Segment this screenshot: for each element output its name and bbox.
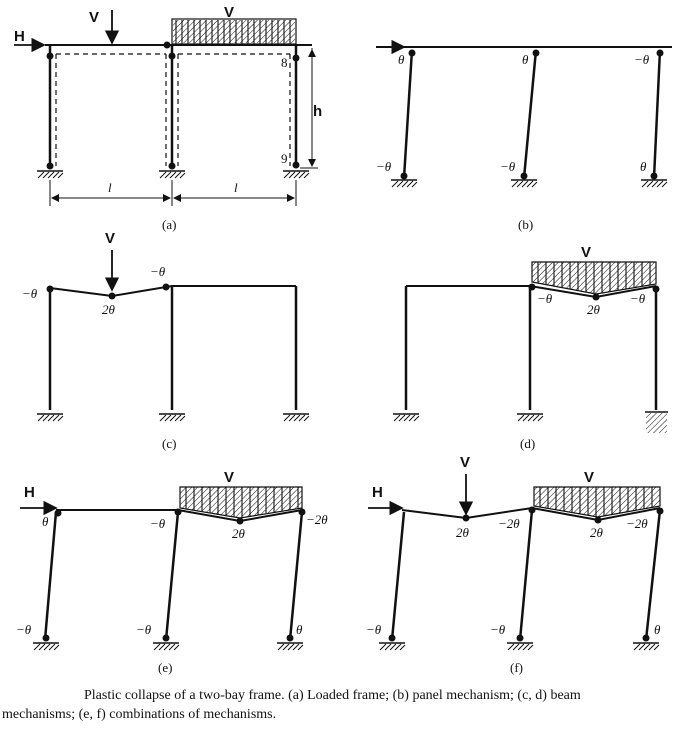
rot-label: 2θ bbox=[102, 302, 116, 317]
rot-label: −θ bbox=[537, 291, 553, 306]
rot-label: θ bbox=[296, 622, 303, 637]
rot-label: 2θ bbox=[590, 525, 604, 540]
rot-label: 2θ bbox=[232, 526, 246, 541]
panel-a-label: (a) bbox=[162, 217, 176, 232]
height-dim-label: h bbox=[313, 103, 322, 120]
rot-label: −θ bbox=[634, 52, 650, 67]
rot-label: 2θ bbox=[456, 525, 470, 540]
h-load-label: H bbox=[372, 484, 383, 501]
panel-c-label: (c) bbox=[162, 436, 176, 451]
rot-label: −2θ bbox=[626, 516, 648, 531]
rot-label: −θ bbox=[150, 516, 166, 531]
rot-label: −θ bbox=[16, 622, 32, 637]
v-udl-label: V bbox=[224, 469, 234, 486]
hinge-9-label: 9 bbox=[281, 151, 288, 166]
h-load-label: H bbox=[14, 28, 25, 45]
panel-f: H V V 2θ −2θ 2θ −2θ −θ −θ θ (f) bbox=[366, 454, 664, 675]
rot-label: −θ bbox=[630, 291, 646, 306]
rot-label: −θ bbox=[366, 622, 382, 637]
figure-caption: Plastic collapse of a two-bay frame. (a)… bbox=[0, 686, 695, 724]
rot-label: −θ bbox=[490, 622, 506, 637]
v-udl-label: V bbox=[224, 4, 234, 21]
v-point-load-label: V bbox=[105, 230, 115, 247]
v-point-load-label: V bbox=[89, 9, 99, 26]
v-point-load-label: V bbox=[460, 454, 470, 471]
h-load-label: H bbox=[24, 484, 35, 501]
panel-d-label: (d) bbox=[520, 436, 535, 451]
rot-label: θ bbox=[654, 622, 661, 637]
rot-label: −θ bbox=[500, 159, 516, 174]
rot-label: −θ bbox=[136, 622, 152, 637]
panel-a: H V V 8 9 h l l (a) bbox=[14, 4, 322, 232]
rot-label: −2θ bbox=[306, 512, 328, 527]
span-2-label: l bbox=[234, 180, 238, 195]
rot-label: −θ bbox=[150, 264, 166, 279]
rot-label: −θ bbox=[376, 159, 392, 174]
rot-label: θ bbox=[640, 159, 647, 174]
rot-label: 2θ bbox=[587, 302, 601, 317]
panel-e-label: (e) bbox=[158, 660, 172, 675]
rot-label: −2θ bbox=[498, 516, 520, 531]
caption-line-2: mechanisms; (e, f) combinations of mecha… bbox=[2, 707, 277, 722]
rot-label: θ bbox=[398, 52, 405, 67]
v-udl-label: V bbox=[584, 469, 594, 486]
panel-e: H V θ −θ 2θ −2θ −θ −θ θ (e) bbox=[16, 469, 328, 675]
panel-f-label: (f) bbox=[510, 660, 523, 675]
panel-b-label: (b) bbox=[518, 217, 533, 232]
span-1-label: l bbox=[108, 180, 112, 195]
panel-b: θ θ −θ −θ −θ θ (b) bbox=[376, 39, 672, 232]
two-bay-frame-figure: H V V 8 9 h l l (a) bbox=[14, 4, 672, 675]
rot-label: −θ bbox=[22, 286, 38, 301]
hinge-8-label: 8 bbox=[281, 55, 288, 70]
caption-line-1: Plastic collapse of a two-bay frame. (a)… bbox=[84, 688, 581, 703]
panel-d: V −θ 2θ −θ (d) bbox=[392, 244, 668, 451]
v-udl-label: V bbox=[581, 244, 591, 261]
rot-label: θ bbox=[522, 52, 529, 67]
rot-label: θ bbox=[42, 514, 49, 529]
panel-c: V −θ 2θ −θ (c) bbox=[22, 230, 310, 451]
